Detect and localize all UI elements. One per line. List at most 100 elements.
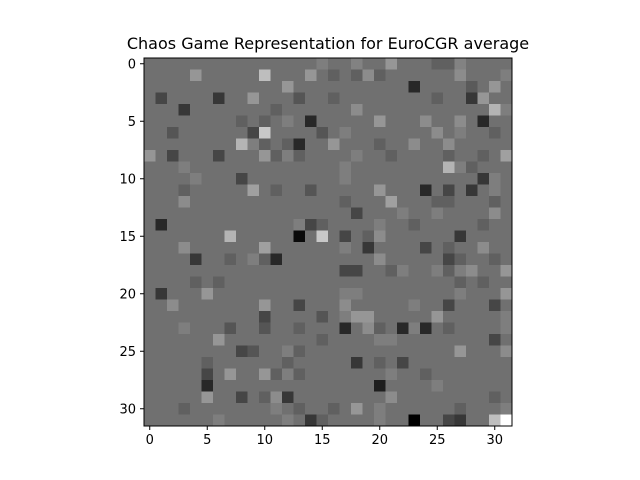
heatmap-cell (167, 92, 179, 105)
heatmap-cell (477, 207, 490, 220)
heatmap-cell (144, 184, 156, 197)
heatmap-cell (328, 265, 340, 277)
heatmap-cell (178, 173, 191, 185)
heatmap-cell (201, 357, 214, 369)
heatmap-cell (167, 104, 179, 116)
heatmap-cell (201, 334, 214, 346)
heatmap-cell (362, 403, 375, 415)
heatmap-cell (167, 299, 179, 312)
heatmap-cell (420, 207, 432, 220)
heatmap-cell (316, 368, 329, 381)
heatmap-cell (466, 253, 478, 266)
heatmap-cell (201, 276, 214, 289)
heatmap-cell (282, 150, 294, 162)
heatmap-cell (351, 207, 363, 220)
heatmap-cell (213, 69, 225, 82)
heatmap-cell (316, 69, 329, 82)
heatmap-cell (500, 115, 513, 128)
heatmap-cell (155, 81, 168, 93)
heatmap-cell (201, 265, 214, 277)
heatmap-cell (247, 104, 260, 116)
heatmap-cell (270, 265, 283, 277)
heatmap-cell (351, 242, 363, 254)
heatmap-cell (397, 104, 409, 116)
heatmap-cell (443, 81, 455, 93)
heatmap-cell (259, 184, 271, 197)
heatmap-cell (420, 173, 432, 185)
heatmap-cell (293, 161, 306, 174)
heatmap-cell (282, 345, 294, 358)
heatmap-cell (316, 253, 329, 266)
heatmap-cell (305, 69, 317, 82)
heatmap-cell (420, 357, 432, 369)
heatmap-cell (397, 357, 409, 369)
heatmap-cell (454, 69, 467, 82)
heatmap-cell (477, 403, 490, 415)
heatmap-cell (489, 299, 501, 312)
heatmap-cell (466, 196, 478, 208)
heatmap-cell (155, 414, 168, 427)
heatmap-cell (420, 115, 432, 128)
heatmap-cell (213, 219, 225, 231)
heatmap-cell (466, 322, 478, 335)
heatmap-cell (305, 230, 317, 243)
heatmap-cell (500, 403, 513, 415)
heatmap-cell (213, 196, 225, 208)
heatmap-cell (454, 104, 467, 116)
heatmap-cell (224, 345, 237, 358)
heatmap-cell (270, 115, 283, 128)
heatmap-cell (190, 368, 202, 381)
heatmap-cell (408, 138, 421, 151)
heatmap-cell (385, 299, 398, 312)
heatmap-cell (236, 265, 248, 277)
heatmap-cell (155, 345, 168, 358)
heatmap-cell (236, 322, 248, 335)
heatmap-cell (454, 253, 467, 266)
heatmap-cell (328, 58, 340, 70)
heatmap-cell (454, 92, 467, 105)
heatmap-cell (362, 345, 375, 358)
heatmap-cell (431, 92, 444, 105)
heatmap-cell (236, 288, 248, 300)
heatmap-cell (431, 161, 444, 174)
heatmap-cell (236, 207, 248, 220)
heatmap-cell (155, 230, 168, 243)
heatmap-cell (305, 196, 317, 208)
heatmap-cell (224, 115, 237, 128)
heatmap-cell (178, 184, 191, 197)
heatmap-cell (305, 414, 317, 427)
heatmap-cell (316, 104, 329, 116)
heatmap-cell (431, 334, 444, 346)
heatmap-cell (374, 138, 386, 151)
heatmap-cell (454, 414, 467, 427)
heatmap-cell (328, 368, 340, 381)
heatmap-cell (178, 207, 191, 220)
heatmap-cell (477, 288, 490, 300)
heatmap-cell (293, 115, 306, 128)
heatmap-cell (305, 288, 317, 300)
heatmap-cell (385, 288, 398, 300)
heatmap-cell (293, 92, 306, 105)
heatmap-cell (328, 150, 340, 162)
heatmap-cell (500, 173, 513, 185)
heatmap-cell (385, 92, 398, 105)
heatmap-cell (397, 391, 409, 404)
heatmap-cell (155, 138, 168, 151)
heatmap-cell (224, 403, 237, 415)
heatmap-cell (155, 265, 168, 277)
heatmap-cell (454, 391, 467, 404)
heatmap-cell (339, 196, 352, 208)
heatmap-cell (167, 357, 179, 369)
heatmap-cell (155, 276, 168, 289)
heatmap-cell (477, 334, 490, 346)
heatmap-cell (489, 334, 501, 346)
heatmap-cell (397, 299, 409, 312)
heatmap-cell (466, 391, 478, 404)
heatmap-cell (305, 58, 317, 70)
heatmap-cell (328, 242, 340, 254)
heatmap-cell (328, 414, 340, 427)
heatmap-cell (316, 173, 329, 185)
heatmap-cell (374, 81, 386, 93)
heatmap-cell (213, 184, 225, 197)
heatmap-cell (374, 230, 386, 243)
